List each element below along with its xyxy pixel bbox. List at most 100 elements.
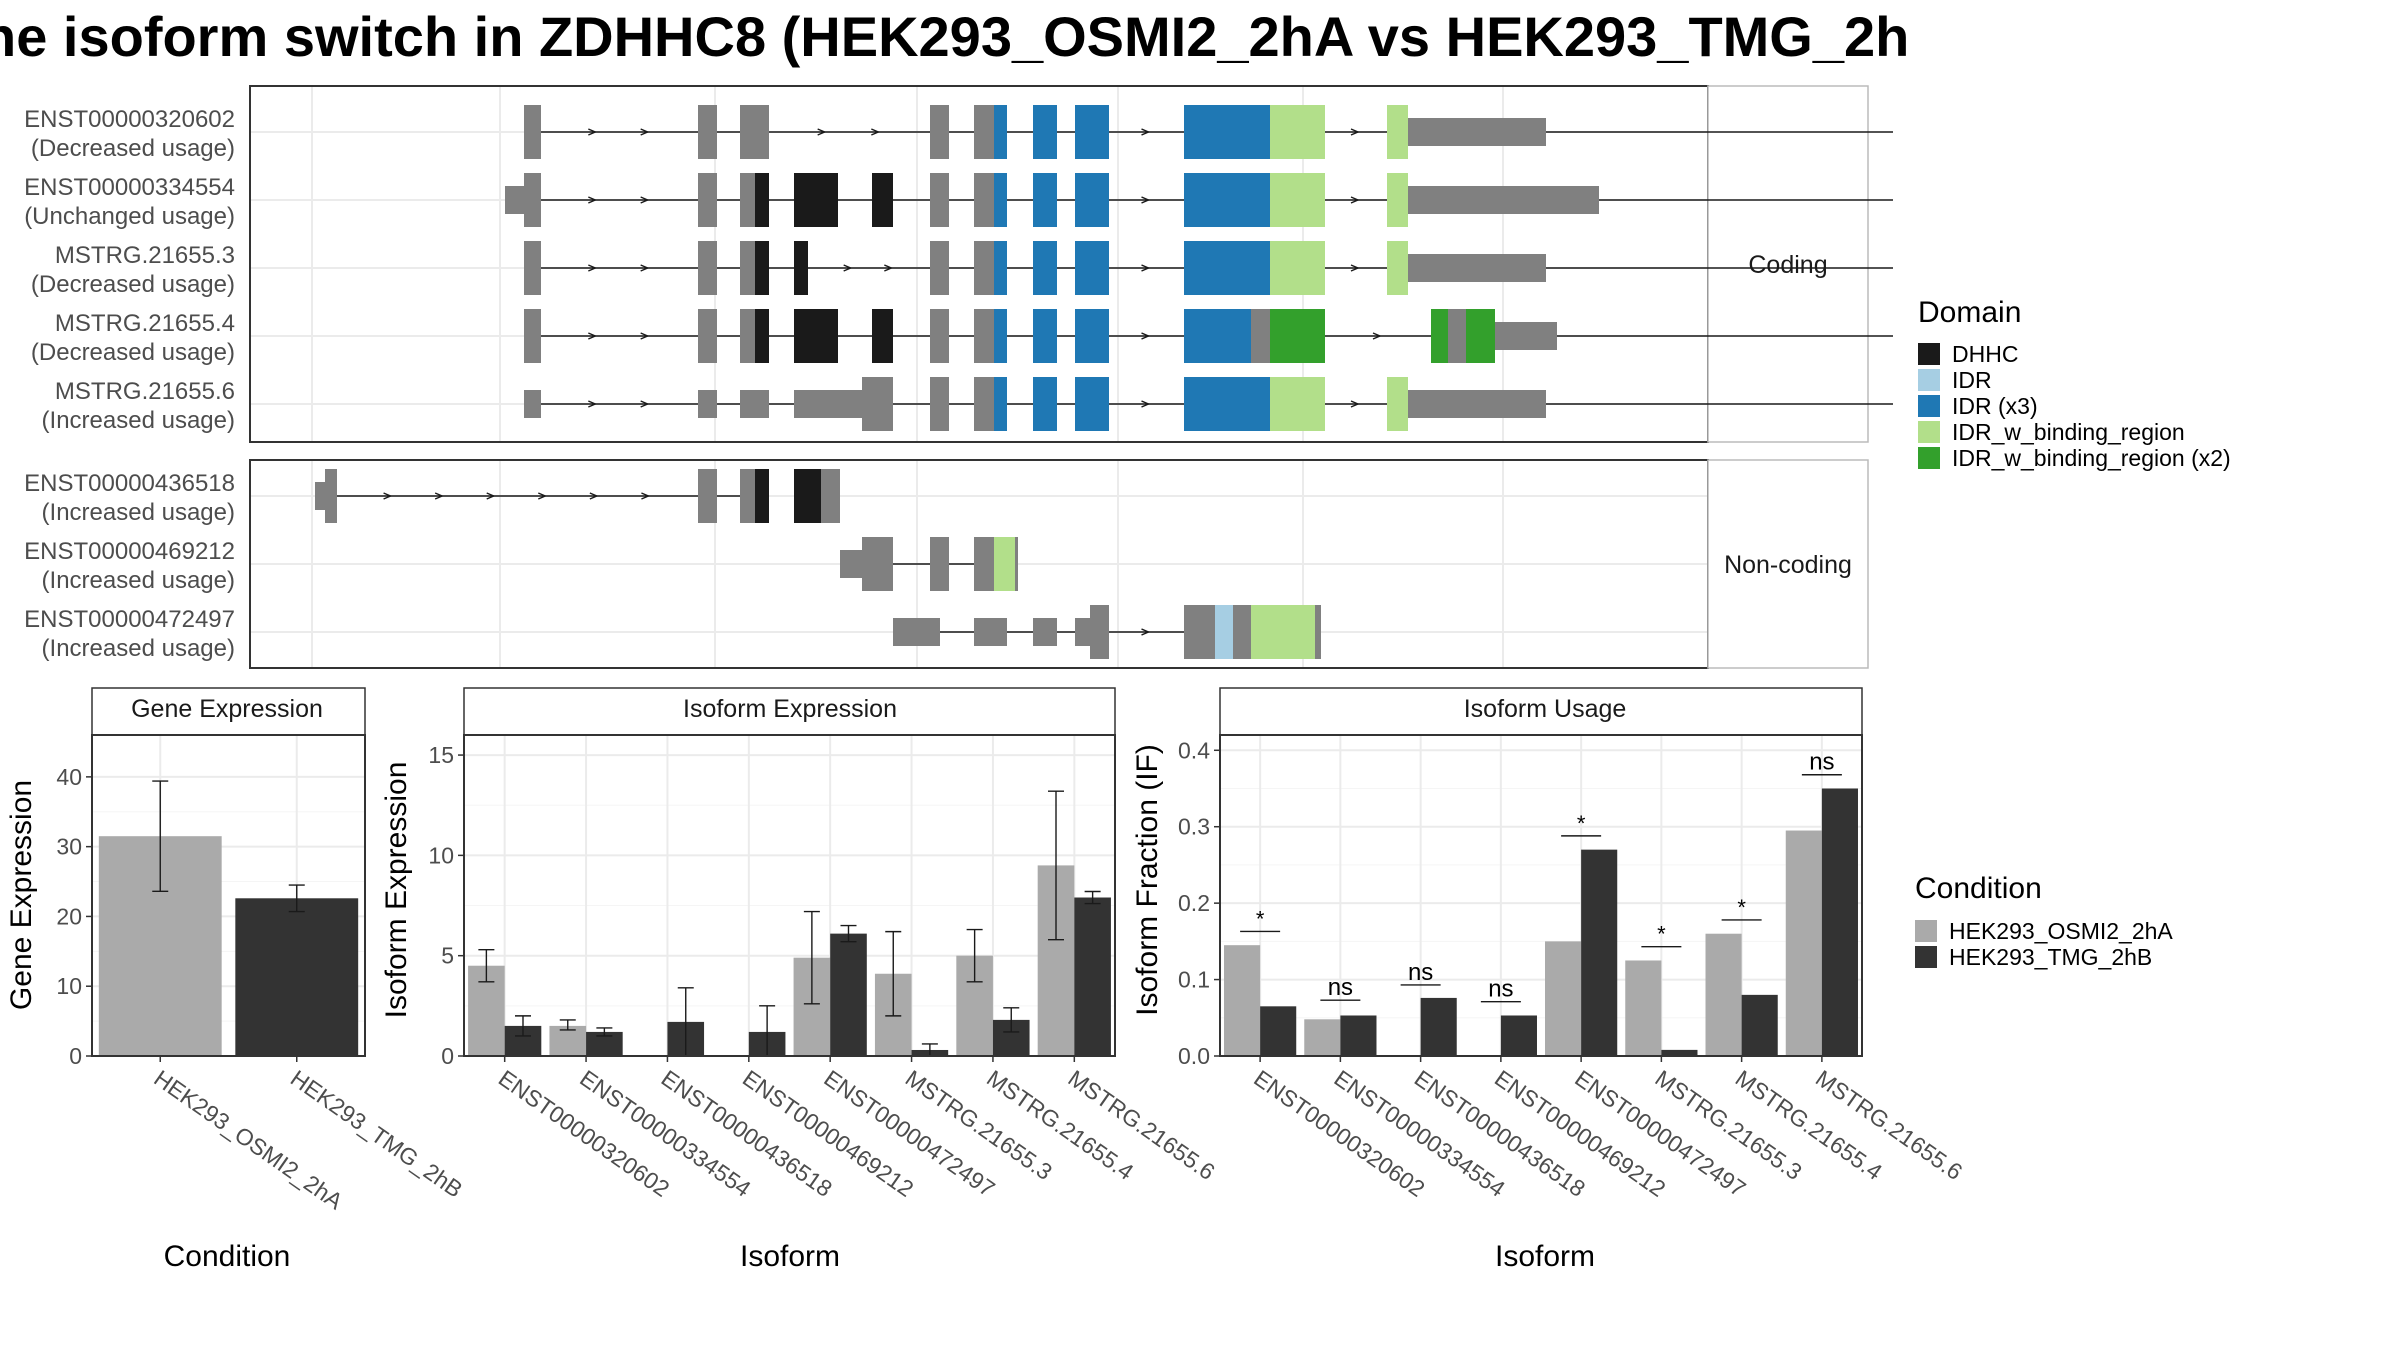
domain-block: [1075, 309, 1109, 363]
exon-block: [1075, 618, 1090, 646]
bar: [1785, 830, 1822, 1056]
y-tick-label: 10: [56, 973, 82, 999]
bar: [1260, 1006, 1297, 1056]
exon-block: [930, 537, 949, 591]
isoform-id-label: ENST00000334554: [24, 174, 235, 201]
domain-block: [755, 469, 769, 523]
y-tick-label: 15: [428, 742, 454, 768]
significance-label: ns: [1408, 959, 1433, 986]
intron-arrow: [588, 400, 598, 408]
intron-arrow: [1372, 332, 1382, 340]
domain-block: [1075, 173, 1109, 227]
domain-legend-label: IDR_w_binding_region (x2): [1952, 445, 2231, 471]
exon-block: [974, 537, 994, 591]
exon-block: [740, 173, 755, 227]
domain-block: [1184, 105, 1270, 159]
y-tick-label: 30: [56, 834, 82, 860]
bar: [1625, 960, 1662, 1056]
bar: [1340, 1015, 1377, 1056]
domain-legend-label: IDR_w_binding_region: [1952, 419, 2185, 445]
exon-block: [974, 105, 994, 159]
domain-block: [1033, 105, 1057, 159]
intron-arrow: [1350, 196, 1360, 204]
domain-block: [1075, 377, 1109, 431]
domain-block: [994, 377, 1007, 431]
domain-block: [1387, 241, 1408, 295]
intron-arrow: [1350, 128, 1360, 136]
isoform-usage-x-label: Isoform: [1495, 1240, 1595, 1273]
exon-block: [740, 390, 769, 418]
exon-block: [974, 377, 994, 431]
domain-block: [1184, 241, 1270, 295]
domain-legend-label: IDR (x3): [1952, 393, 2038, 419]
bar: [1074, 897, 1111, 1056]
exon-block: [862, 537, 893, 591]
domain-block: [1466, 309, 1495, 363]
domain-block: [1270, 377, 1325, 431]
exon-block: [821, 469, 840, 523]
domain-legend-label: DHHC: [1952, 341, 2018, 367]
significance-label: ns: [1809, 749, 1834, 776]
exon-block: [325, 469, 337, 523]
domain-legend-swatch: [1918, 343, 1940, 365]
intron-arrow: [641, 492, 651, 500]
bar: [1545, 941, 1582, 1056]
intron-arrow: [538, 492, 548, 500]
significance-label: *: [1577, 811, 1586, 836]
isoform-expression-strip-label: Isoform Expression: [683, 695, 897, 723]
exon-block: [974, 241, 994, 295]
significance-label: *: [1256, 906, 1265, 931]
domain-block: [994, 309, 1007, 363]
domain-block: [1270, 309, 1325, 363]
condition-legend-label: HEK293_TMG_2hB: [1949, 944, 2152, 970]
domain-block: [1387, 173, 1408, 227]
intron-arrow: [640, 264, 650, 272]
isoform-usage-label: (Increased usage): [42, 635, 235, 662]
structure-group-label: Coding: [1748, 251, 1827, 279]
bar: [1705, 933, 1742, 1056]
domain-block: [997, 537, 1015, 591]
intron-arrow: [871, 128, 881, 136]
y-tick-label: 0.0: [1178, 1043, 1210, 1069]
exon-block: [1233, 605, 1251, 659]
bar: [549, 1025, 587, 1056]
bar: [1581, 849, 1618, 1056]
domain-block: [1251, 605, 1315, 659]
intron-arrow: [588, 264, 598, 272]
domain-block: [1033, 241, 1057, 295]
exon-block: [524, 105, 541, 159]
exon-block: [1090, 605, 1109, 659]
y-tick-label: 40: [56, 764, 82, 790]
exon-block: [740, 105, 769, 159]
intron-arrow: [817, 128, 827, 136]
condition-legend-swatch: [1915, 946, 1937, 968]
isoform-usage-label: (Decreased usage): [31, 135, 235, 162]
exon-block: [740, 241, 755, 295]
bar: [1224, 945, 1261, 1056]
exon-block: [698, 241, 717, 295]
isoform-expression-panel: Isoform Expression Isoform Expression Is…: [380, 687, 1220, 1273]
x-tick-label: MSTRG.21655.6: [1063, 1065, 1219, 1185]
exon-block: [524, 173, 541, 227]
intron-arrow: [1350, 400, 1360, 408]
bar: [830, 933, 867, 1056]
exon-block: [862, 377, 893, 431]
exon-block: [794, 390, 862, 418]
domain-legend-swatch: [1918, 447, 1940, 469]
gene-expression-panel: Gene Expression Gene Expression Conditio…: [5, 687, 467, 1273]
exon-block: [930, 241, 949, 295]
y-tick-label: 0.1: [1178, 967, 1210, 993]
exon-block: [740, 469, 755, 523]
y-tick-label: 0.3: [1178, 814, 1210, 840]
structure-strip: [1707, 85, 1869, 443]
isoform-usage-label: (Increased usage): [42, 499, 235, 526]
isoform-expression-y-label: Isoform Expression: [380, 762, 413, 1019]
exon-block: [1408, 390, 1546, 418]
exon-block: [974, 173, 994, 227]
structure-strip: [1707, 459, 1869, 669]
bar: [1661, 1049, 1698, 1056]
y-tick-label: 10: [428, 842, 454, 868]
domain-block: [994, 241, 1007, 295]
panel-border: [1219, 734, 1863, 1057]
